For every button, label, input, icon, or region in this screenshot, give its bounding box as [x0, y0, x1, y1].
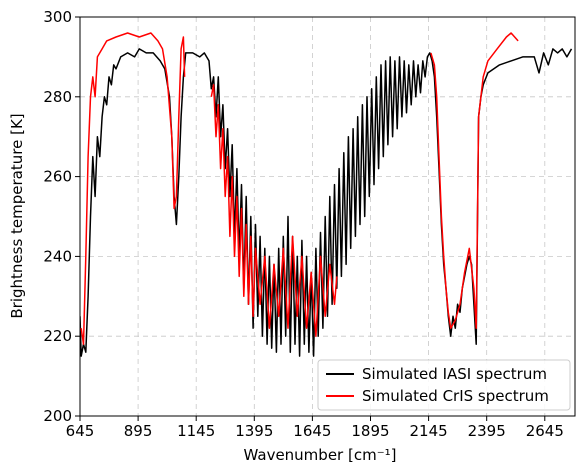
y-axis-label: Brightness temperature [K] [8, 113, 26, 318]
x-tick-label: 2395 [468, 422, 506, 440]
y-tick-label: 280 [43, 88, 72, 106]
x-tick-label: 895 [124, 422, 153, 440]
x-tick-label: 1145 [177, 422, 215, 440]
y-tick-label: 260 [43, 168, 72, 186]
x-tick-label: 2145 [409, 422, 447, 440]
y-tick-label: 220 [43, 327, 72, 345]
plot-area [80, 32, 573, 357]
x-tick-label: 1395 [235, 422, 273, 440]
legend-box [317, 359, 571, 411]
y-tick-label: 300 [43, 8, 72, 26]
y-tick-label: 240 [43, 247, 72, 265]
x-tick-label: 1645 [293, 422, 331, 440]
axes-frame [79, 16, 576, 417]
series-line [80, 32, 519, 345]
legend-label: Simulated CrIS spectrum [362, 387, 549, 405]
x-axis-label: Wavenumber [cm⁻¹] [244, 446, 397, 464]
x-tick-label: 645 [66, 422, 95, 440]
x-tick-label: 2645 [526, 422, 564, 440]
y-tick-label: 200 [43, 407, 72, 425]
legend-label: Simulated IASI spectrum [362, 365, 547, 383]
x-tick-label: 1895 [351, 422, 389, 440]
